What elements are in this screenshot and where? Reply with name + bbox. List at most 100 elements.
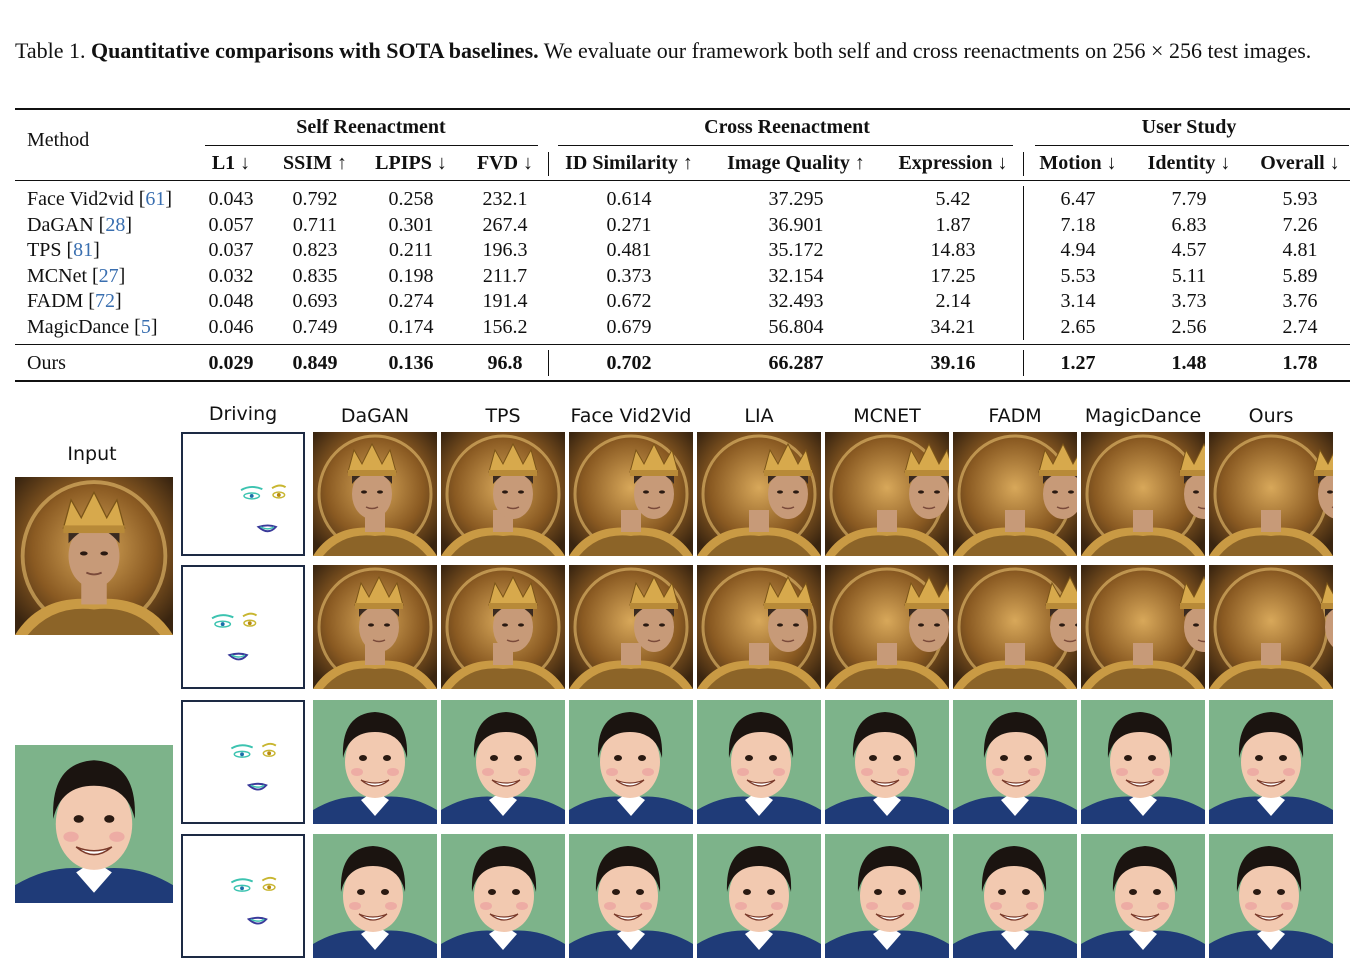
table-cell: 0.057: [208, 214, 254, 236]
citation-link[interactable]: 61: [145, 188, 166, 210]
table-cell: 7.18: [1060, 214, 1096, 236]
result-image: [697, 834, 821, 958]
table-cell: 0.481: [606, 239, 652, 261]
citation-link[interactable]: 28: [105, 214, 126, 236]
table-cell: 2.56: [1171, 316, 1207, 338]
table-cell: 0.792: [292, 188, 338, 210]
result-image: [569, 565, 693, 689]
table-cell: 0.693: [292, 290, 338, 312]
table-cell-ours: 0.029: [208, 352, 254, 374]
row-method-name: Face Vid2vid [61]: [27, 188, 173, 210]
top-rule: [15, 108, 1350, 110]
group-user-underline: [1035, 145, 1349, 146]
row-method-name: FADM [72]: [27, 290, 122, 312]
table-cell: 0.835: [292, 265, 338, 287]
column-header: SSIM ↑: [283, 152, 347, 174]
table-cell: 6.47: [1060, 188, 1096, 210]
table-cell: 0.037: [208, 239, 254, 261]
col-divider: [1023, 186, 1024, 340]
table-cell: 0.711: [292, 214, 338, 236]
result-image: [441, 834, 565, 958]
column-header: L1 ↓: [211, 152, 251, 174]
input-label: Input: [67, 443, 117, 465]
table-cell-ours: 1.48: [1171, 352, 1207, 374]
result-image: [953, 700, 1077, 824]
result-image: [697, 432, 821, 556]
result-image: [569, 834, 693, 958]
result-image: [569, 432, 693, 556]
result-image: [441, 565, 565, 689]
table-cell: 3.73: [1171, 290, 1207, 312]
table-cell: 267.4: [482, 214, 528, 236]
group-self-underline: [205, 145, 538, 146]
result-image: [825, 565, 949, 689]
method-label: TPS: [485, 405, 521, 427]
table-cell: 191.4: [482, 290, 528, 312]
driving-image: [181, 565, 305, 689]
table-cell: 0.271: [606, 214, 652, 236]
method-label: MagicDance: [1084, 405, 1202, 427]
table-cell: 0.274: [388, 290, 434, 312]
driving-label: Driving: [208, 403, 278, 425]
qualitative-figure: Input Driving DaGAN TPS Face Vid2Vid LIA MCN…: [0, 395, 1350, 970]
caption-text: We evaluate our framework both self and …: [543, 38, 1312, 63]
col-divider: [1023, 350, 1024, 376]
ours-rule: [15, 344, 1350, 345]
result-image: [1209, 700, 1333, 824]
group-cross-underline: [558, 145, 1013, 146]
citation-link[interactable]: 5: [140, 316, 151, 338]
citation-link[interactable]: 81: [73, 239, 94, 261]
row-method-name: MagicDance [5]: [27, 316, 158, 338]
column-header: Expression ↓: [898, 152, 1008, 174]
row-method-name: Ours: [27, 352, 66, 374]
result-image: [313, 565, 437, 689]
caption-label: Table 1.: [15, 38, 86, 63]
table-cell: 5.11: [1171, 265, 1207, 287]
table-cell: 156.2: [482, 316, 528, 338]
method-header: Method: [27, 129, 90, 151]
table-cell: 0.198: [388, 265, 434, 287]
method-label: DaGAN: [340, 405, 410, 427]
method-label: Ours: [1248, 405, 1294, 427]
driving-image: [181, 432, 305, 556]
table-cell: 4.94: [1060, 239, 1096, 261]
table-cell: 2.74: [1282, 316, 1318, 338]
table-cell: 211.7: [482, 265, 528, 287]
table-cell: 7.26: [1282, 214, 1318, 236]
result-image: [953, 834, 1077, 958]
table-cell: 36.901: [768, 214, 824, 236]
table-cell: 0.046: [208, 316, 254, 338]
table-cell: 0.174: [388, 316, 434, 338]
result-image: [1081, 834, 1205, 958]
result-image: [1209, 432, 1333, 556]
table-cell: 4.57: [1171, 239, 1207, 261]
table-cell: 3.76: [1282, 290, 1318, 312]
table-cell: 14.83: [930, 239, 976, 261]
table-cell-ours: 0.136: [388, 352, 434, 374]
table-cell: 4.81: [1282, 239, 1318, 261]
table-cell-ours: 0.849: [292, 352, 338, 374]
citation-link[interactable]: 27: [98, 265, 119, 287]
table-cell-ours: 96.8: [487, 352, 523, 374]
citation-link[interactable]: 72: [94, 290, 115, 312]
result-image: [441, 432, 565, 556]
table-cell: 0.823: [292, 239, 338, 261]
result-image: [697, 565, 821, 689]
result-image: [441, 700, 565, 824]
table-cell: 0.043: [208, 188, 254, 210]
table-cell: 6.83: [1171, 214, 1207, 236]
column-header: Image Quality ↑: [727, 152, 865, 174]
table-cell: 0.258: [388, 188, 434, 210]
table-cell: 32.493: [768, 290, 824, 312]
table-cell: 0.749: [292, 316, 338, 338]
table-cell: 232.1: [482, 188, 528, 210]
table-cell-ours: 39.16: [930, 352, 976, 374]
bottom-rule: [15, 380, 1350, 382]
result-image: [825, 432, 949, 556]
result-image: [953, 432, 1077, 556]
result-image: [1081, 432, 1205, 556]
col-divider: [548, 152, 549, 176]
table-cell: 17.25: [930, 265, 976, 287]
table-cell: 34.21: [930, 316, 976, 338]
method-label: MCNET: [853, 405, 921, 427]
